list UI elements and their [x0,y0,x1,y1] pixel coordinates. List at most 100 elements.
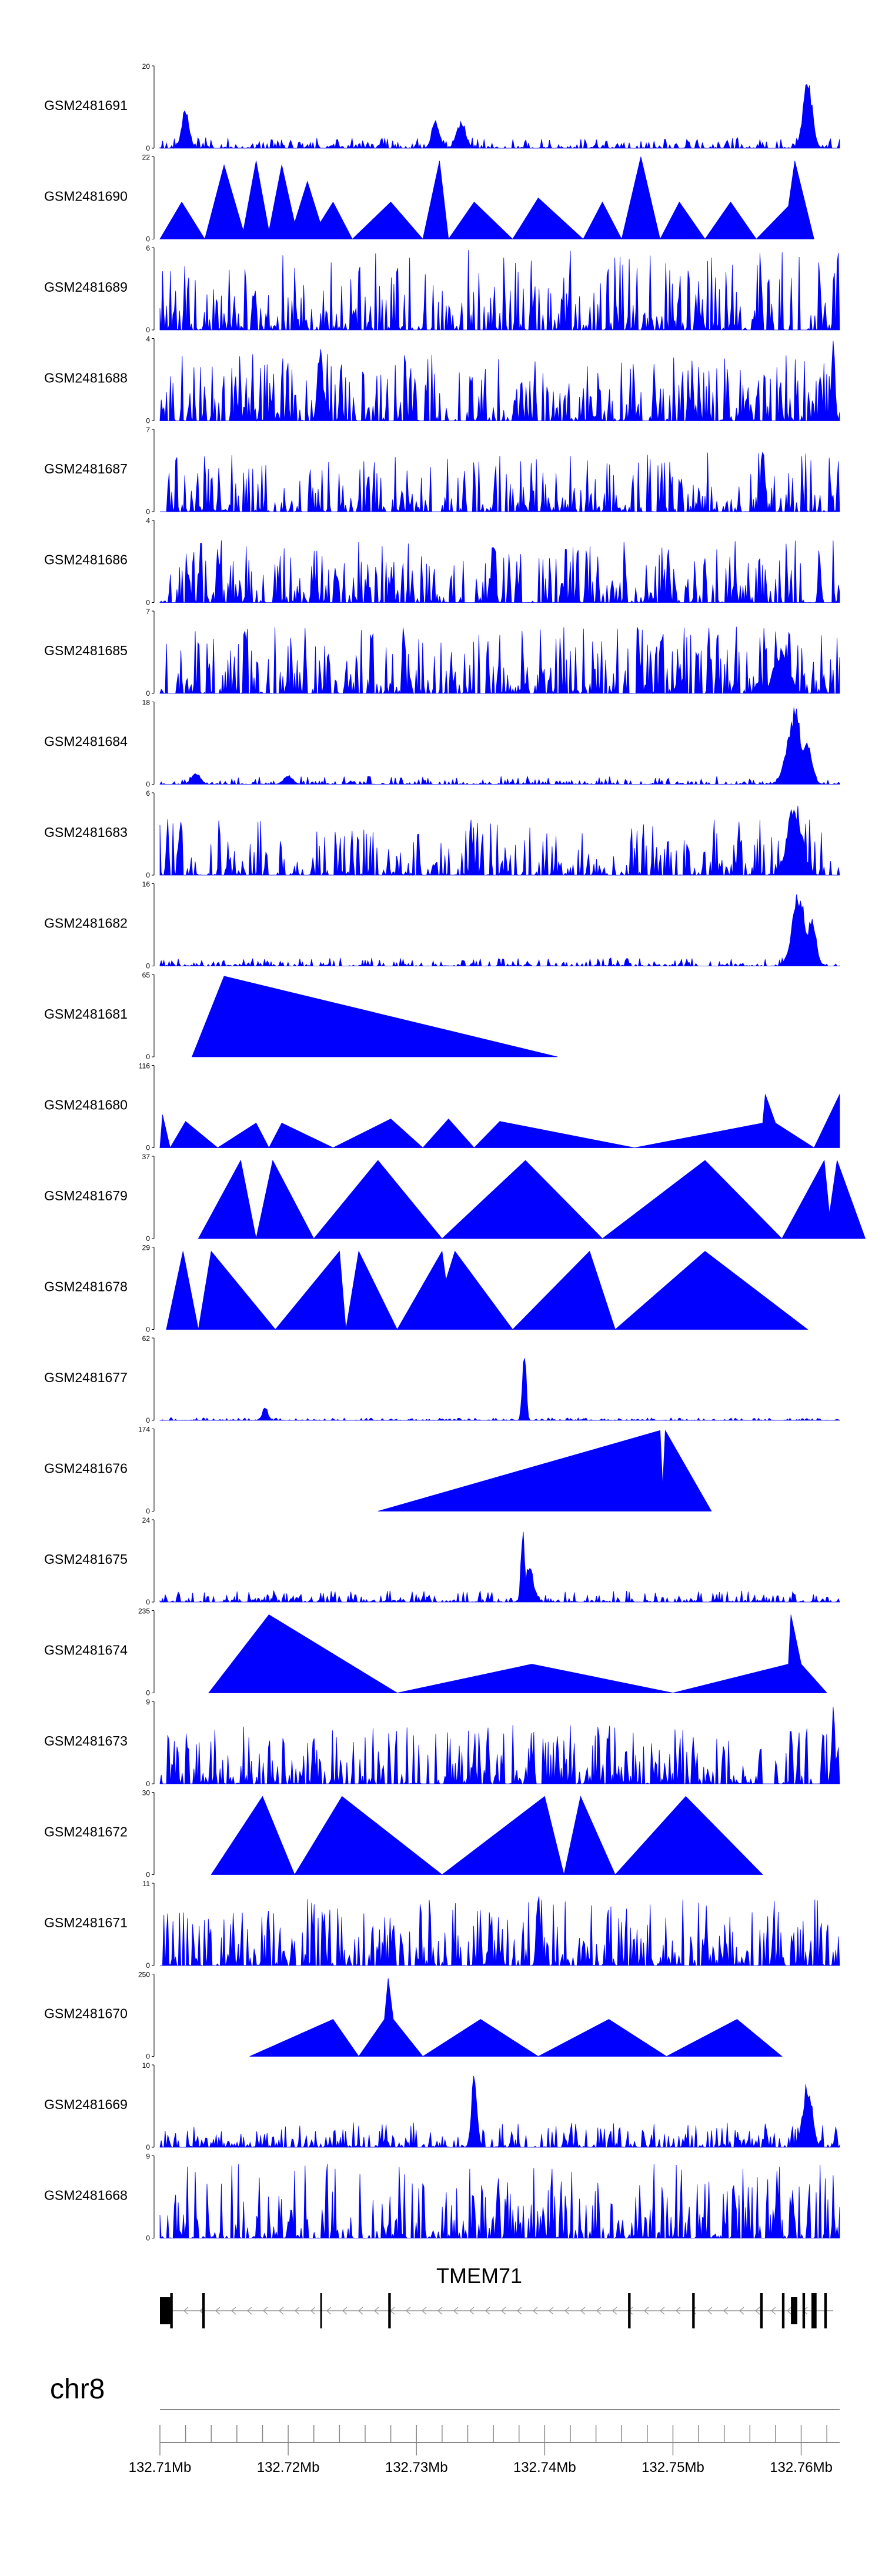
track-ymin-label: 0 [146,326,150,334]
track-label: GSM2481671 [44,1915,128,1930]
track-ymax-label: 24 [142,1516,151,1524]
strand-arrow-icon [516,2307,522,2315]
strand-arrow-icon [770,2307,776,2315]
track-coverage-area [377,1429,712,1511]
strand-arrow-icon [643,2307,649,2315]
axis-tick-label: 132.76Mb [770,2460,833,2475]
track-label: GSM2481677 [44,1370,128,1385]
track-ymin-label: 0 [146,1416,150,1424]
track-ymin-label: 0 [146,1689,150,1697]
axis-tick-label: 132.74Mb [513,2460,576,2475]
strand-arrow-icon [659,2307,665,2315]
axis-tick-label: 132.72Mb [257,2460,320,2475]
strand-arrow-icon [342,2307,348,2315]
track-coverage-area [159,1094,840,1149]
strand-arrow-icon [405,2307,411,2315]
track-ymax-label: 4 [146,335,150,343]
track-label: GSM2481683 [44,825,128,840]
strand-arrow-icon [278,2307,284,2315]
gene-track: TMEM71 [160,2264,834,2328]
track-coverage-area [159,2164,840,2239]
gene-exon [824,2293,827,2328]
track-GSM2481672: GSM2481672 30 0 [44,1789,764,1879]
strand-arrow-icon [532,2307,538,2315]
strand-arrow-icon [310,2307,316,2315]
strand-arrow-icon [596,2307,602,2315]
track-ymin-label: 0 [146,780,150,789]
strand-arrow-icon [580,2307,586,2315]
track-ymin-label: 0 [146,1053,150,1061]
coverage-tracks: GSM2481691200GSM2481690220GSM248168960GS… [44,62,866,2243]
strand-arrow-icon [612,2307,617,2315]
track-label: GSM2481679 [44,1188,128,1203]
track-ymin-label: 0 [146,1144,150,1152]
track-GSM2481676: GSM2481676 174 0 [44,1426,712,1516]
track-GSM2481675: GSM2481675 24 0 [44,1516,840,1606]
track-coverage-area [159,894,840,967]
track-GSM2481678: GSM2481678 29 0 [44,1244,808,1334]
strand-arrow-icon [707,2307,713,2315]
track-coverage-area [159,626,840,695]
track-ymin-label: 0 [146,689,150,698]
track-ymin-label: 0 [146,2053,150,2061]
strand-arrow-icon [723,2307,729,2315]
track-ymax-label: 9 [146,1698,150,1706]
track-label: GSM2481676 [44,1461,128,1476]
axis-tick-label: 132.71Mb [129,2460,192,2475]
track-GSM2481687: GSM2481687 7 0 [44,426,840,516]
track-ymin-label: 0 [146,235,150,243]
track-ymin-label: 0 [146,599,150,607]
track-GSM2481670: GSM2481670 250 0 [44,1971,783,2061]
strand-arrow-icon [326,2307,332,2315]
track-ymin-label: 0 [146,2234,150,2243]
strand-arrow-icon [262,2307,268,2315]
track-coverage-area [159,1707,840,1785]
track-GSM2481689: GSM2481689 6 0 [44,244,840,334]
track-coverage-area [159,250,840,331]
track-GSM2481686: GSM2481686 4 0 [44,517,840,607]
track-label: GSM2481670 [44,2006,128,2021]
track-label: GSM2481681 [44,1006,128,1022]
track-ymax-label: 37 [142,1153,151,1161]
track-label: GSM2481686 [44,552,128,568]
gene-exon [802,2293,806,2328]
track-coverage-area [191,976,558,1057]
track-coverage-area [159,1531,840,1603]
track-GSM2481685: GSM2481685 7 0 [44,608,840,698]
strand-arrow-icon [485,2307,490,2315]
track-GSM2481682: GSM2481682 16 0 [44,880,840,970]
strand-arrow-icon [739,2307,744,2315]
strand-arrow-icon [215,2307,220,2315]
track-GSM2481674: GSM2481674 235 0 [44,1607,828,1697]
track-coverage-area [159,707,840,785]
track-ymin-label: 0 [146,1507,150,1516]
strand-arrow-icon [548,2307,554,2315]
track-label: GSM2481689 [44,279,128,295]
track-label: GSM2481684 [44,734,128,749]
track-label: GSM2481690 [44,189,128,204]
track-ymax-label: 18 [142,699,151,707]
genome-axis: chr8 132.71Mb 132.72Mb 132.73Mb 132.74Mb 132… [50,2374,840,2475]
strand-arrow-icon [421,2307,427,2315]
track-ymax-label: 22 [142,154,151,162]
axis-tick-label: 132.73Mb [385,2460,448,2475]
gene-exon [781,2293,785,2328]
track-coverage-area [159,2076,840,2148]
gene-exon [760,2293,763,2328]
strand-arrow-icon [754,2307,760,2315]
track-ymin-label: 0 [146,508,150,516]
track-coverage-area [160,451,840,513]
track-ymin-label: 0 [146,417,150,425]
strand-arrow-icon [691,2307,697,2315]
track-coverage-area [159,806,840,876]
strand-arrow-icon [294,2307,300,2315]
strand-arrow-icon [469,2307,475,2315]
track-label: GSM2481691 [44,98,128,113]
track-label: GSM2481668 [44,2188,128,2203]
track-coverage-area [166,1250,808,1330]
track-coverage-area [249,1978,783,2057]
track-GSM2481681: GSM2481681 65 0 [44,971,558,1061]
track-ymax-label: 7 [146,608,150,616]
track-ymin-label: 0 [146,1234,150,1243]
gene-exon [388,2293,391,2328]
